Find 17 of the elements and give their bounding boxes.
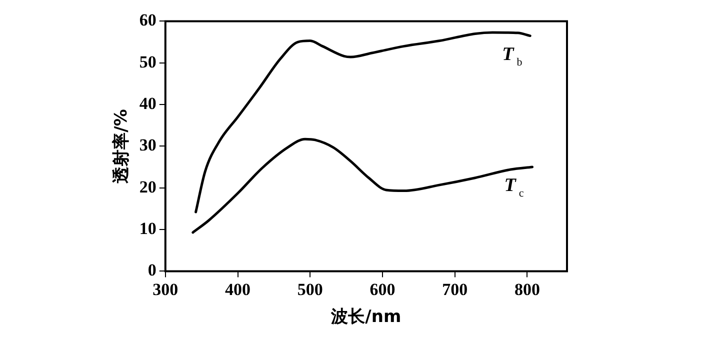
y-tick-label: 10 (139, 218, 156, 238)
x-tick-label: 800 (514, 280, 540, 299)
line-series (192, 138, 534, 234)
y-tick-label: 50 (139, 52, 156, 72)
y-tick-label: 0 (148, 260, 156, 280)
y-tick-label: 20 (139, 177, 156, 196)
x-axis-title: 波长/nm (330, 307, 402, 328)
x-tick-label: 300 (152, 280, 178, 299)
x-tick-label: 400 (225, 280, 251, 299)
x-tick-label: 600 (370, 280, 396, 299)
x-tick-label: 700 (442, 280, 468, 299)
y-tick-label: 30 (139, 136, 156, 155)
x-tick-label: 500 (297, 280, 323, 299)
line-series (194, 31, 532, 214)
y-axis-title: 透射率/% (112, 109, 132, 184)
y-tick-label: 40 (139, 94, 156, 113)
y-tick-label: 60 (139, 10, 156, 30)
